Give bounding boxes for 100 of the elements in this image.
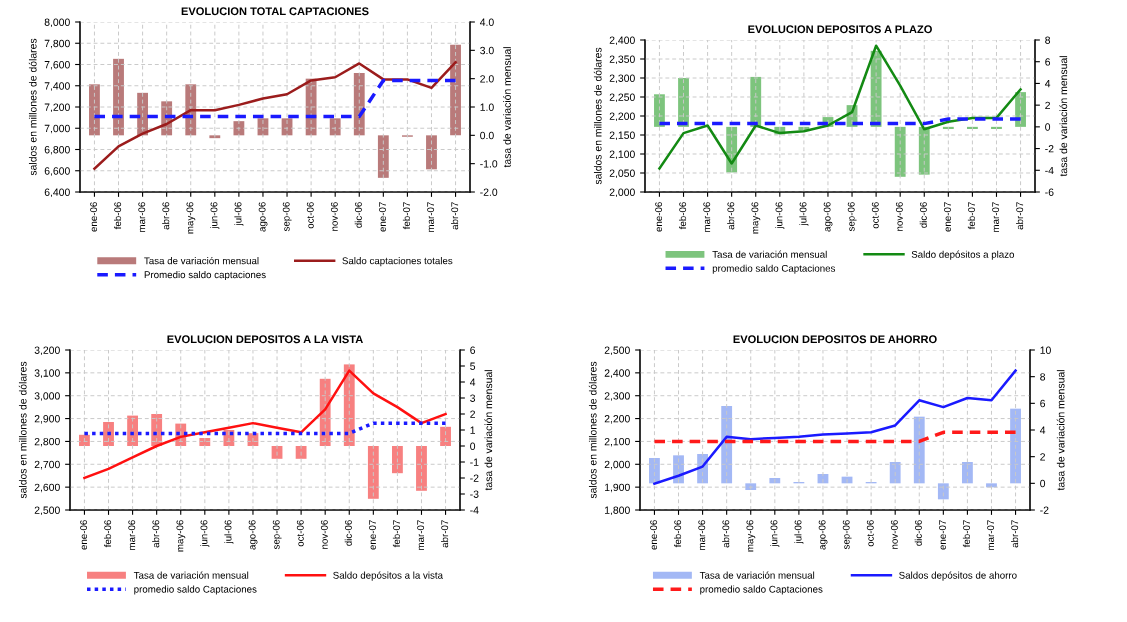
- y2-tick-label: 2: [470, 410, 475, 418]
- y-tick-label: 2,150: [609, 131, 635, 141]
- bar: [367, 446, 379, 499]
- y-tick-label: 2,500: [34, 506, 60, 516]
- y2-tick-label: 2: [1045, 101, 1050, 109]
- x-tick-label: jul-06: [224, 520, 234, 544]
- legend-label: Saldo depósitos a la vista: [333, 571, 443, 581]
- line-series: [658, 44, 1022, 170]
- y2-tick-label: 8: [1040, 373, 1046, 381]
- y2-tick-label: 2.0: [480, 75, 494, 83]
- y2-tick-label: 6: [1045, 58, 1051, 66]
- y2-tick-label: -2.0: [480, 188, 498, 196]
- y-tick-label: 8,000: [44, 18, 70, 28]
- bar: [295, 446, 307, 459]
- x-tick-label: jul-06: [234, 202, 244, 226]
- y-tick-label: 3,200: [34, 346, 60, 356]
- x-tick-label: abr-06: [722, 520, 730, 548]
- x-tick-label: jul-06: [799, 202, 809, 226]
- y2-tick-label: -6: [1045, 188, 1054, 196]
- y-tick-label: 2,900: [34, 415, 60, 424]
- y2-axis-title: tasa de variación mensual: [503, 47, 511, 168]
- x-tick-label: nov-06: [890, 520, 898, 549]
- x-tick-label: sep-06: [847, 202, 857, 232]
- y-tick-label: 2,300: [604, 392, 630, 401]
- x-tick-label: mar-07: [992, 202, 1000, 232]
- y-tick-label: 7,000: [44, 124, 70, 134]
- y-axis-title: saldos en millones de dólares: [593, 47, 602, 185]
- y2-tick-label: 4: [469, 378, 476, 386]
- x-tick-label: ene-07: [939, 520, 946, 550]
- y-tick-label: 2,700: [34, 460, 60, 470]
- y-tick-label: 6,400: [44, 188, 70, 198]
- y-axis-title: saldos en millones de dólares: [18, 361, 27, 499]
- y-tick-label: 3,100: [34, 369, 60, 378]
- legend-label: Saldos depósitos de ahorro: [899, 571, 1017, 581]
- x-tick-label: nov-06: [330, 202, 338, 231]
- y2-tick-label: 6: [470, 346, 476, 354]
- x-tick-label: oct-06: [866, 520, 874, 547]
- x-tick-label: ago-06: [823, 202, 833, 232]
- bar: [209, 135, 221, 139]
- x-tick-label: ene-06: [650, 520, 658, 550]
- x-tick-label: sep-06: [282, 202, 292, 232]
- x-tick-label: feb-06: [673, 520, 682, 548]
- bar: [329, 118, 341, 136]
- x-tick-label: jul-06: [794, 520, 804, 544]
- x-tick-label: abr-06: [152, 520, 160, 548]
- legend-label: Saldo captaciones totales: [342, 257, 453, 267]
- y2-tick-label: 3.0: [480, 46, 494, 55]
- y2-tick-label: -4: [1045, 166, 1054, 175]
- y-tick-label: 7,600: [44, 61, 70, 70]
- y-tick-label: 2,400: [604, 369, 630, 378]
- legend-label: Tasa de variación mensual: [133, 571, 249, 579]
- x-tick-label: ago-06: [818, 520, 828, 550]
- x-tick-label: nov-06: [895, 202, 903, 231]
- x-tick-label: sep-06: [842, 520, 852, 550]
- chart-title: EVOLUCION DEPOSITOS A PLAZO: [748, 25, 932, 34]
- x-tick-label: mar-07: [417, 520, 425, 550]
- y2-tick-label: 4: [1044, 80, 1051, 88]
- legend-label: Tasa de variación mensual: [144, 256, 259, 265]
- y-tick-label: 6,800: [44, 146, 70, 155]
- y2-tick-label: -4: [470, 506, 479, 514]
- x-tick-label: mar-07: [987, 520, 995, 550]
- y-axis-title: saldos en millones de dólares: [588, 361, 597, 499]
- y-tick-label: 2,350: [609, 55, 635, 65]
- x-tick-label: ene-07: [944, 202, 951, 232]
- x-tick-label: ene-06: [80, 520, 88, 550]
- bar: [440, 426, 451, 446]
- chart-title: EVOLUCION DEPOSITOS DE AHORRO: [733, 335, 937, 344]
- legend-label: Tasa de variación mensual: [712, 250, 827, 258]
- y2-tick-label: -3: [470, 490, 479, 498]
- bar: [961, 462, 973, 484]
- y2-tick-label: 6: [1040, 399, 1046, 408]
- y-tick-label: 7,800: [44, 39, 70, 49]
- chart-title: EVOLUCION TOTAL CAPTACIONES: [181, 7, 369, 16]
- y2-tick-label: 1.0: [480, 103, 494, 111]
- x-tick-label: ene-06: [90, 202, 98, 232]
- y-tick-label: 2,000: [604, 460, 630, 470]
- bar: [913, 416, 925, 484]
- x-tick-label: ago-06: [258, 202, 268, 232]
- x-tick-label: mar-06: [138, 202, 146, 232]
- y-tick-label: 1,900: [605, 483, 630, 493]
- y2-tick-label: 0: [470, 442, 476, 450]
- x-tick-label: nov-06: [320, 520, 328, 549]
- line-series: [653, 369, 1017, 485]
- x-tick-label: dic-06: [354, 202, 362, 228]
- y-tick-label: 2,800: [34, 437, 60, 447]
- x-tick-label: ene-06: [655, 202, 663, 232]
- y2-axis-title: tasa de variación mensual: [484, 370, 493, 491]
- x-tick-label: mar-06: [703, 202, 711, 232]
- bar: [391, 446, 403, 474]
- y-axis-title: saldos en millones de dólares: [28, 38, 37, 176]
- x-tick-label: abr-06: [727, 202, 735, 230]
- legend-label: Tasa de variación mensual: [699, 571, 815, 579]
- y2-tick-label: -2: [1045, 145, 1054, 153]
- y-tick-label: 7,400: [44, 82, 70, 91]
- bar: [937, 483, 949, 500]
- x-tick-label: abr-07: [451, 202, 459, 230]
- y2-tick-label: 0.0: [480, 131, 494, 140]
- y-tick-label: 2,000: [609, 188, 635, 198]
- x-tick-label: abr-07: [1016, 202, 1024, 230]
- x-tick-label: jun-06: [775, 202, 785, 229]
